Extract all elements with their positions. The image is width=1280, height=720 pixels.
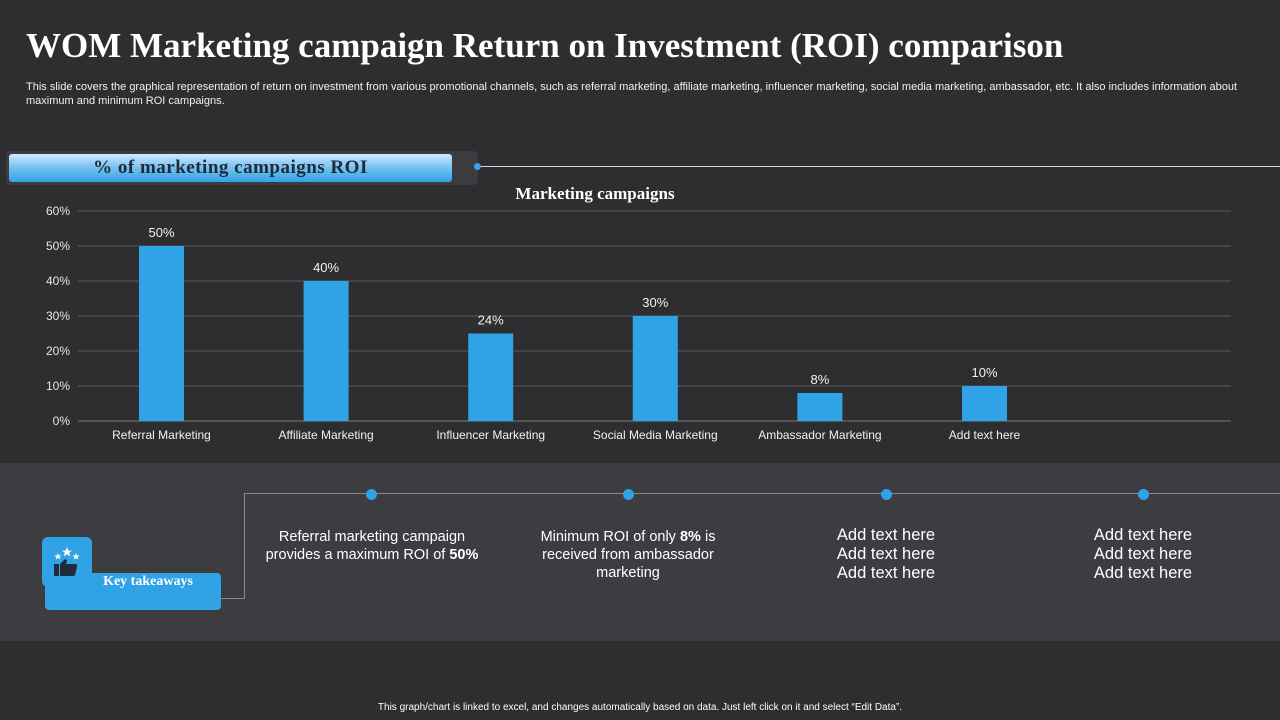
y-tick-label: 20% bbox=[46, 344, 70, 358]
takeaway-4: Add text here Add text here Add text here bbox=[1033, 526, 1253, 583]
timeline-dot-4 bbox=[1138, 489, 1149, 500]
data-label: 24% bbox=[478, 313, 504, 328]
timeline-dot-1 bbox=[366, 489, 377, 500]
section-label: % of marketing campaigns ROI bbox=[9, 154, 452, 182]
y-tick-label: 50% bbox=[46, 239, 70, 253]
data-label: 30% bbox=[642, 295, 668, 310]
takeaway-line: Add text here bbox=[1093, 526, 1193, 544]
section-label-container: % of marketing campaigns ROI bbox=[6, 151, 478, 185]
timeline-connector-stub bbox=[221, 598, 245, 599]
data-label: 50% bbox=[148, 225, 174, 240]
takeaway-text-part: 50% bbox=[449, 547, 479, 563]
key-takeaways-icon-box bbox=[42, 537, 92, 587]
y-tick-label: 10% bbox=[46, 379, 70, 393]
page-subtitle: This slide covers the graphical represen… bbox=[26, 81, 1237, 107]
takeaway-text-part: Referral marketing campaign provides a m… bbox=[265, 529, 466, 563]
takeaway-line: Add text here bbox=[1093, 545, 1193, 563]
takeaway-line: Add text here bbox=[1093, 564, 1193, 582]
takeaways-band bbox=[0, 463, 1280, 641]
takeaway-line: Add text here bbox=[836, 526, 936, 544]
bar bbox=[303, 281, 349, 421]
key-takeaways-label: Key takeaways bbox=[103, 574, 193, 589]
y-tick-label: 0% bbox=[53, 414, 71, 428]
x-tick-label: Influencer Marketing bbox=[436, 428, 545, 442]
takeaway-text-part: Minimum ROI of only bbox=[540, 529, 680, 545]
x-tick-label: Add text here bbox=[949, 428, 1021, 442]
takeaway-2: Minimum ROI of only 8% is received from … bbox=[518, 528, 738, 582]
section-divider bbox=[478, 166, 1280, 167]
data-label: 10% bbox=[971, 365, 997, 380]
y-tick-label: 40% bbox=[46, 274, 70, 288]
x-tick-label: Social Media Marketing bbox=[593, 428, 718, 442]
bar bbox=[962, 386, 1007, 421]
timeline-line bbox=[244, 493, 1280, 494]
x-tick-label: Referral Marketing bbox=[112, 428, 211, 442]
takeaway-text-part: is received from ambassador marketing bbox=[542, 529, 716, 581]
bar bbox=[632, 316, 678, 421]
divider-dot bbox=[474, 163, 481, 170]
chart-title: Marketing campaigns bbox=[515, 184, 675, 203]
timeline-connector bbox=[244, 493, 245, 599]
takeaway-3: Add text here Add text here Add text here bbox=[776, 526, 996, 583]
takeaway-text-part: 8% bbox=[679, 529, 701, 545]
x-tick-label: Affiliate Marketing bbox=[279, 428, 374, 442]
bar bbox=[468, 333, 514, 421]
thumbs-up-stars-icon bbox=[54, 547, 80, 576]
x-tick-label: Ambassador Marketing bbox=[758, 428, 881, 442]
data-label: 8% bbox=[811, 372, 830, 387]
y-tick-label: 60% bbox=[46, 204, 70, 218]
footer-note: This graph/chart is linked to excel, and… bbox=[377, 702, 903, 713]
data-label: 40% bbox=[313, 260, 339, 275]
takeaway-1: Referral marketing campaign provides a m… bbox=[262, 528, 482, 564]
bar bbox=[139, 246, 184, 421]
roi-bar-chart: 0% 10% 20% 30% 40% 50% 60% 50% Referral Marketin… bbox=[46, 204, 1231, 442]
takeaway-line: Add text here bbox=[836, 564, 936, 582]
page-title: WOM Marketing campaign Return on Investm… bbox=[26, 26, 1064, 65]
bar bbox=[797, 393, 843, 421]
timeline-dot-2 bbox=[623, 489, 634, 500]
y-tick-label: 30% bbox=[46, 309, 70, 323]
takeaway-line: Add text here bbox=[836, 545, 936, 563]
timeline-dot-3 bbox=[881, 489, 892, 500]
